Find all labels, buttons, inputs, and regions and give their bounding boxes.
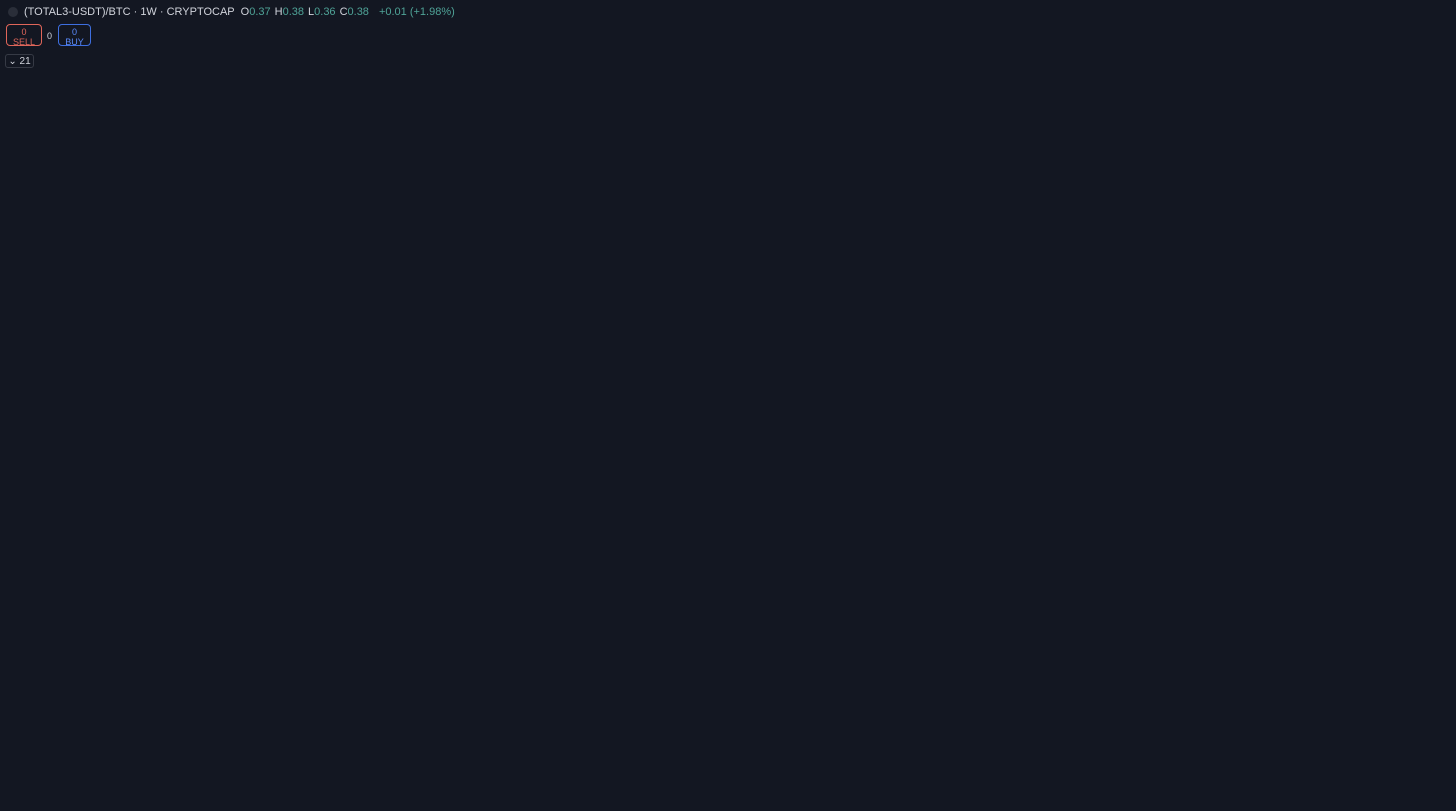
x-tick-label: 2020 <box>459 797 482 808</box>
buy-count: 0 <box>71 27 77 37</box>
candle-body <box>339 378 351 420</box>
x-tick-label: 2018 <box>208 797 231 808</box>
candle-body <box>736 272 749 302</box>
candle-body <box>1132 543 1145 592</box>
candle-body <box>443 612 455 635</box>
ohlc-value: 0.38 <box>282 6 305 18</box>
ohlc-value: 0.36 <box>314 6 336 18</box>
candle-body <box>401 486 414 572</box>
candle-body <box>862 347 874 439</box>
candle-body <box>505 562 518 572</box>
candle-body <box>317 419 330 439</box>
sell-button[interactable]: 0 SELL <box>6 24 42 47</box>
sell-label: SELL <box>12 37 36 47</box>
ohlc-key: C <box>339 6 348 18</box>
candle-body <box>1091 479 1104 495</box>
x-tick-label: Jul <box>1405 797 1418 808</box>
candle-body <box>987 486 1000 495</box>
x-tick-label: Jul <box>1154 797 1167 808</box>
candle-body <box>756 301 769 320</box>
x-tick-label: Jul <box>652 797 665 808</box>
change: +0.01 (+1.98%) <box>378 6 455 18</box>
x-tick-label: 2027 <box>1337 797 1360 808</box>
candle-body <box>693 272 706 294</box>
candle-body <box>1007 494 1020 511</box>
candle-body <box>1050 535 1062 544</box>
visibility-icon[interactable] <box>8 7 18 17</box>
symbol[interactable]: (TOTAL3-USDT)/BTC · 1W · CRYPTOCAP <box>24 6 235 18</box>
spread: 0 <box>47 31 53 41</box>
candle-body <box>485 562 498 582</box>
y-tick-label: 1 <box>1434 213 1440 224</box>
candle-body <box>1154 543 1166 592</box>
ohlc-key: L <box>308 6 315 18</box>
candle-body <box>840 301 853 348</box>
candle-body <box>1070 479 1082 544</box>
candle-body <box>882 438 894 459</box>
candle-body <box>819 293 832 302</box>
x-tick-label: Jul <box>903 797 916 808</box>
x-tick-label: 2019 <box>334 797 357 808</box>
candle-body <box>589 623 602 672</box>
buy-button[interactable]: 0 BUY <box>58 24 91 47</box>
candle-body <box>631 293 643 487</box>
ohlc-key: H <box>274 6 283 18</box>
candle-body <box>464 581 477 613</box>
candle-body <box>673 272 686 339</box>
candle-body <box>1112 494 1125 544</box>
candle-body <box>777 301 790 320</box>
candle-body <box>360 378 373 408</box>
indicator-count: 21 <box>19 56 31 67</box>
legend-header: (TOTAL3-USDT)/BTC · 1W · CRYPTOCAP O0.37… <box>8 6 455 18</box>
candle-body <box>944 494 957 496</box>
x-tick-label: Jul <box>527 797 540 808</box>
x-tick-label: 2026 <box>1212 797 1235 808</box>
x-tick-label: 2023 <box>835 797 858 808</box>
x-tick-label: 2022 <box>710 797 733 808</box>
sell-count: 0 <box>21 27 27 37</box>
candle-body <box>966 486 978 495</box>
candle-body <box>213 201 226 487</box>
candle-body <box>924 486 937 495</box>
candle-body <box>715 272 728 294</box>
indicators-toggle[interactable]: ⌄ 21 <box>5 54 34 68</box>
x-tick-label: Jul <box>276 797 289 808</box>
svg-text:⁄: ⁄ <box>5 768 14 785</box>
countdown-label: 5d 4h <box>1432 548 1455 558</box>
candle-body <box>380 407 393 487</box>
last-price-box <box>1427 537 1456 560</box>
last-price-label: 0.38 <box>1433 539 1453 550</box>
candle-body <box>192 486 205 553</box>
candle-body <box>1028 510 1041 536</box>
buy-label: BUY <box>65 37 84 47</box>
candle-body <box>527 518 539 572</box>
x-tick-label: Jul <box>401 797 414 808</box>
x-tick-label: 2021 <box>585 797 608 808</box>
ohlc-value: 0.37 <box>249 6 271 18</box>
x-tick-label: 2024 <box>961 797 984 808</box>
moving-average <box>259 271 1161 638</box>
candle-body <box>568 535 581 624</box>
candle-body <box>799 293 812 302</box>
candle-body <box>276 235 289 391</box>
x-tick-label: Jul <box>1028 797 1041 808</box>
candle-body <box>903 458 916 487</box>
candle-body <box>611 486 623 672</box>
candle-body <box>297 390 310 439</box>
x-tick-label: Jul <box>1279 797 1292 808</box>
candle-body <box>652 293 665 339</box>
moving-average <box>259 251 1161 637</box>
candle-body <box>255 235 267 315</box>
candle-body <box>234 201 247 315</box>
candle-body <box>548 518 561 536</box>
x-tick-label: Jul <box>777 797 790 808</box>
candle-body <box>423 571 435 635</box>
x-tick-label: 2025 <box>1086 797 1109 808</box>
ohlc-value: 0.38 <box>347 6 369 18</box>
ohlc: O0.37 H0.38 L0.36 C0.38 <box>241 6 373 18</box>
ohlc-key: O <box>240 6 250 18</box>
tv-logo: ⁄ <box>5 768 14 785</box>
